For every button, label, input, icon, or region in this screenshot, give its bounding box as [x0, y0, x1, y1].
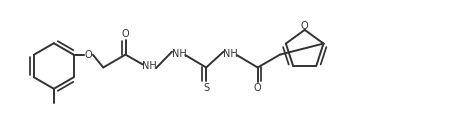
Text: NH: NH [171, 49, 186, 59]
Text: NH: NH [142, 62, 157, 72]
Text: O: O [84, 50, 92, 60]
Text: O: O [253, 83, 261, 93]
Text: S: S [202, 83, 209, 93]
Text: NH: NH [223, 49, 237, 59]
Text: O: O [300, 21, 308, 31]
Text: O: O [121, 29, 129, 39]
